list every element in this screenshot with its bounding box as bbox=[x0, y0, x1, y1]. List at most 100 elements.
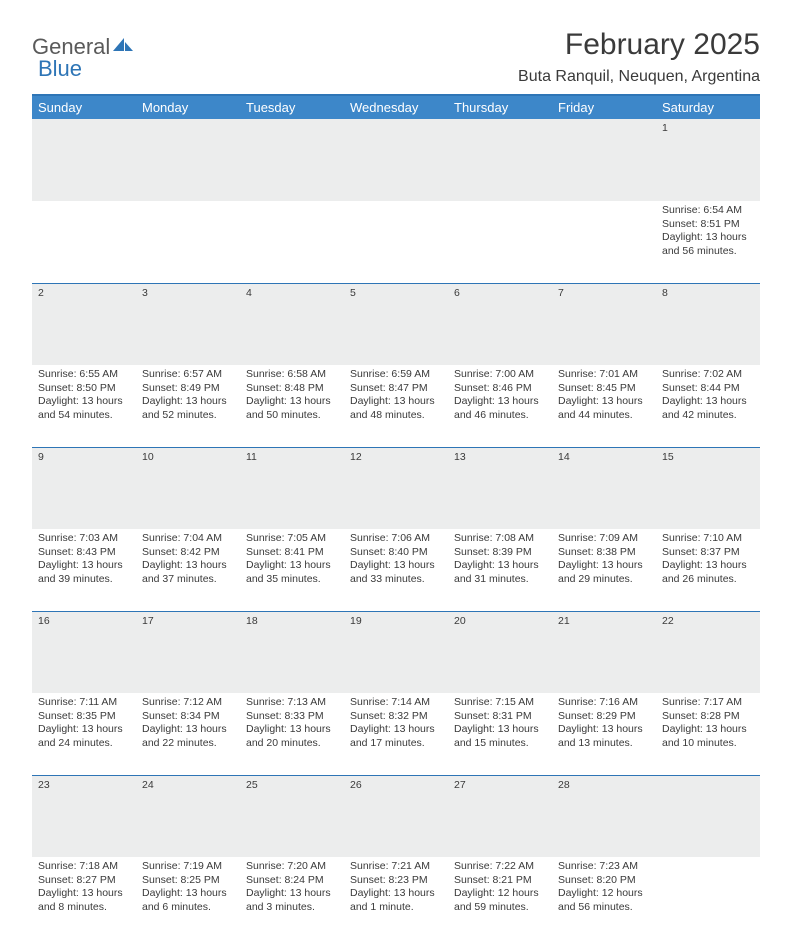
weekday-header-row: Sunday Monday Tuesday Wednesday Thursday… bbox=[32, 96, 760, 119]
sunrise-text: Sunrise: 7:12 AM bbox=[142, 696, 234, 710]
day-info-cell: Sunrise: 7:01 AMSunset: 8:45 PMDaylight:… bbox=[552, 365, 656, 447]
daylight-text: Daylight: 13 hours and 35 minutes. bbox=[246, 559, 338, 586]
daylight-text: Daylight: 13 hours and 52 minutes. bbox=[142, 395, 234, 422]
weekday-header: Thursday bbox=[448, 96, 552, 119]
day-info-cell: Sunrise: 6:54 AMSunset: 8:51 PMDaylight:… bbox=[656, 201, 760, 283]
day-info-cell: Sunrise: 7:16 AMSunset: 8:29 PMDaylight:… bbox=[552, 693, 656, 775]
day-info-cell bbox=[344, 201, 448, 283]
weekday-header: Friday bbox=[552, 96, 656, 119]
day-number-cell: 19 bbox=[344, 611, 448, 693]
day-number-cell: 17 bbox=[136, 611, 240, 693]
day-info-cell: Sunrise: 7:22 AMSunset: 8:21 PMDaylight:… bbox=[448, 857, 552, 939]
weekday-header: Tuesday bbox=[240, 96, 344, 119]
day-number-cell: 13 bbox=[448, 447, 552, 529]
day-info-cell bbox=[240, 201, 344, 283]
day-number-cell: 28 bbox=[552, 775, 656, 857]
day-number-cell: 4 bbox=[240, 283, 344, 365]
sunrise-text: Sunrise: 6:54 AM bbox=[662, 204, 754, 218]
day-number-cell bbox=[656, 775, 760, 857]
day-number-cell: 8 bbox=[656, 283, 760, 365]
daylight-text: Daylight: 12 hours and 56 minutes. bbox=[558, 887, 650, 914]
day-info-cell: Sunrise: 6:55 AMSunset: 8:50 PMDaylight:… bbox=[32, 365, 136, 447]
sunset-text: Sunset: 8:34 PM bbox=[142, 710, 234, 724]
sunrise-text: Sunrise: 7:05 AM bbox=[246, 532, 338, 546]
day-info-cell: Sunrise: 7:20 AMSunset: 8:24 PMDaylight:… bbox=[240, 857, 344, 939]
day-number-cell: 12 bbox=[344, 447, 448, 529]
calendar-table: Sunday Monday Tuesday Wednesday Thursday… bbox=[32, 96, 760, 939]
daylight-text: Daylight: 13 hours and 3 minutes. bbox=[246, 887, 338, 914]
daylight-text: Daylight: 13 hours and 48 minutes. bbox=[350, 395, 442, 422]
sunset-text: Sunset: 8:45 PM bbox=[558, 382, 650, 396]
daylight-text: Daylight: 13 hours and 42 minutes. bbox=[662, 395, 754, 422]
daynum-row: 232425262728 bbox=[32, 775, 760, 857]
sunset-text: Sunset: 8:29 PM bbox=[558, 710, 650, 724]
sunset-text: Sunset: 8:31 PM bbox=[454, 710, 546, 724]
sunset-text: Sunset: 8:50 PM bbox=[38, 382, 130, 396]
day-info-cell: Sunrise: 7:12 AMSunset: 8:34 PMDaylight:… bbox=[136, 693, 240, 775]
sunset-text: Sunset: 8:33 PM bbox=[246, 710, 338, 724]
day-number-cell: 25 bbox=[240, 775, 344, 857]
sunrise-text: Sunrise: 7:02 AM bbox=[662, 368, 754, 382]
day-info-cell: Sunrise: 7:15 AMSunset: 8:31 PMDaylight:… bbox=[448, 693, 552, 775]
sunset-text: Sunset: 8:23 PM bbox=[350, 874, 442, 888]
weekday-header: Monday bbox=[136, 96, 240, 119]
daylight-text: Daylight: 13 hours and 39 minutes. bbox=[38, 559, 130, 586]
day-info-cell: Sunrise: 7:14 AMSunset: 8:32 PMDaylight:… bbox=[344, 693, 448, 775]
sunset-text: Sunset: 8:39 PM bbox=[454, 546, 546, 560]
sunrise-text: Sunrise: 7:10 AM bbox=[662, 532, 754, 546]
sunrise-text: Sunrise: 7:22 AM bbox=[454, 860, 546, 874]
sunrise-text: Sunrise: 6:59 AM bbox=[350, 368, 442, 382]
daylight-text: Daylight: 13 hours and 10 minutes. bbox=[662, 723, 754, 750]
day-info-cell: Sunrise: 7:17 AMSunset: 8:28 PMDaylight:… bbox=[656, 693, 760, 775]
daylight-text: Daylight: 13 hours and 17 minutes. bbox=[350, 723, 442, 750]
daynum-row: 9101112131415 bbox=[32, 447, 760, 529]
brand-sail-icon bbox=[112, 34, 134, 60]
day-number-cell bbox=[448, 119, 552, 201]
sunset-text: Sunset: 8:48 PM bbox=[246, 382, 338, 396]
day-info-row: Sunrise: 7:11 AMSunset: 8:35 PMDaylight:… bbox=[32, 693, 760, 775]
sunset-text: Sunset: 8:27 PM bbox=[38, 874, 130, 888]
calendar-page: General February 2025 Buta Ranquil, Neuq… bbox=[0, 0, 792, 612]
daynum-row: 1 bbox=[32, 119, 760, 201]
daylight-text: Daylight: 13 hours and 56 minutes. bbox=[662, 231, 754, 258]
day-number-cell bbox=[32, 119, 136, 201]
sunset-text: Sunset: 8:38 PM bbox=[558, 546, 650, 560]
day-number-cell: 27 bbox=[448, 775, 552, 857]
day-info-cell: Sunrise: 7:11 AMSunset: 8:35 PMDaylight:… bbox=[32, 693, 136, 775]
daylight-text: Daylight: 13 hours and 54 minutes. bbox=[38, 395, 130, 422]
day-info-cell: Sunrise: 7:05 AMSunset: 8:41 PMDaylight:… bbox=[240, 529, 344, 611]
day-info-row: Sunrise: 7:18 AMSunset: 8:27 PMDaylight:… bbox=[32, 857, 760, 939]
daylight-text: Daylight: 13 hours and 26 minutes. bbox=[662, 559, 754, 586]
daylight-text: Daylight: 13 hours and 50 minutes. bbox=[246, 395, 338, 422]
day-number-cell: 10 bbox=[136, 447, 240, 529]
sunset-text: Sunset: 8:20 PM bbox=[558, 874, 650, 888]
weekday-header: Sunday bbox=[32, 96, 136, 119]
daynum-row: 2345678 bbox=[32, 283, 760, 365]
sunset-text: Sunset: 8:32 PM bbox=[350, 710, 442, 724]
day-info-cell: Sunrise: 7:19 AMSunset: 8:25 PMDaylight:… bbox=[136, 857, 240, 939]
sunrise-text: Sunrise: 7:13 AM bbox=[246, 696, 338, 710]
sunset-text: Sunset: 8:37 PM bbox=[662, 546, 754, 560]
day-number-cell: 22 bbox=[656, 611, 760, 693]
sunset-text: Sunset: 8:49 PM bbox=[142, 382, 234, 396]
day-number-cell: 3 bbox=[136, 283, 240, 365]
daylight-text: Daylight: 13 hours and 22 minutes. bbox=[142, 723, 234, 750]
location-label: Buta Ranquil, Neuquen, Argentina bbox=[518, 68, 760, 86]
sunset-text: Sunset: 8:42 PM bbox=[142, 546, 234, 560]
month-title: February 2025 bbox=[518, 28, 760, 62]
sunrise-text: Sunrise: 7:17 AM bbox=[662, 696, 754, 710]
weekday-header: Saturday bbox=[656, 96, 760, 119]
sunset-text: Sunset: 8:44 PM bbox=[662, 382, 754, 396]
day-number-cell: 5 bbox=[344, 283, 448, 365]
daylight-text: Daylight: 12 hours and 59 minutes. bbox=[454, 887, 546, 914]
day-number-cell: 14 bbox=[552, 447, 656, 529]
day-number-cell: 24 bbox=[136, 775, 240, 857]
daylight-text: Daylight: 13 hours and 1 minute. bbox=[350, 887, 442, 914]
day-info-cell: Sunrise: 7:23 AMSunset: 8:20 PMDaylight:… bbox=[552, 857, 656, 939]
brand-text-blue: Blue bbox=[38, 56, 82, 82]
sunset-text: Sunset: 8:43 PM bbox=[38, 546, 130, 560]
day-number-cell bbox=[136, 119, 240, 201]
calendar-body: 1Sunrise: 6:54 AMSunset: 8:51 PMDaylight… bbox=[32, 119, 760, 939]
day-info-cell: Sunrise: 6:58 AMSunset: 8:48 PMDaylight:… bbox=[240, 365, 344, 447]
day-info-cell: Sunrise: 7:09 AMSunset: 8:38 PMDaylight:… bbox=[552, 529, 656, 611]
